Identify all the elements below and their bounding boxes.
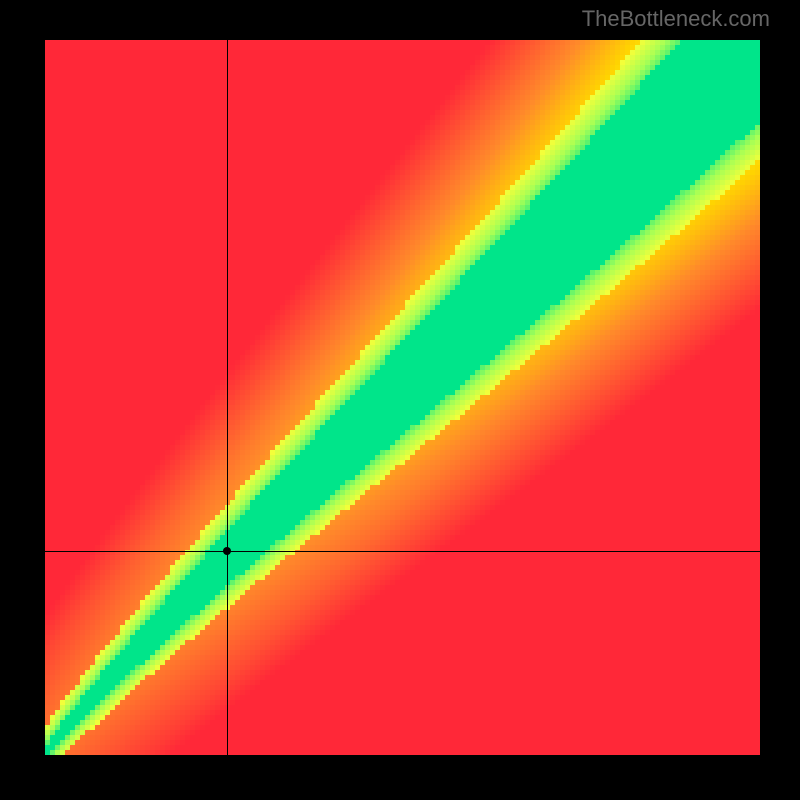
crosshair-vertical — [227, 40, 228, 755]
marker-dot — [223, 547, 231, 555]
heatmap-plot — [45, 40, 760, 755]
chart-container: TheBottleneck.com — [0, 0, 800, 800]
heatmap-canvas — [45, 40, 760, 755]
crosshair-horizontal — [45, 551, 760, 552]
watermark-text: TheBottleneck.com — [582, 6, 770, 32]
